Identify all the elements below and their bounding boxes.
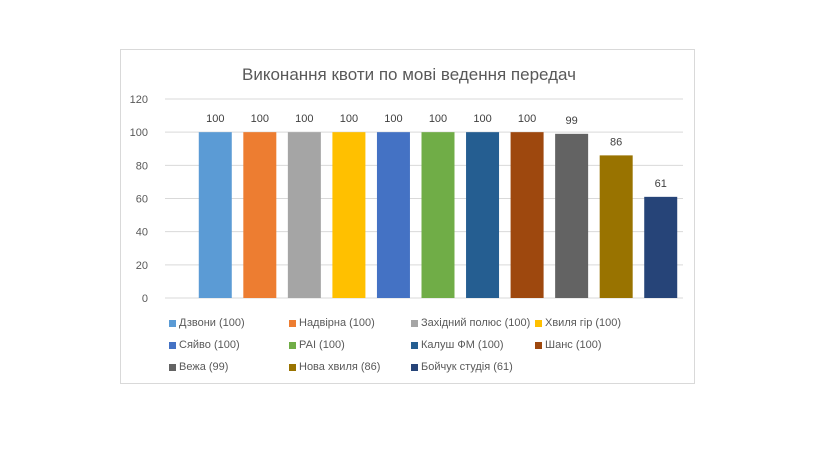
- y-tick-label: 40: [136, 227, 148, 239]
- bar: [599, 155, 633, 298]
- bar: [466, 132, 500, 298]
- data-label: 100: [340, 113, 358, 125]
- bar: [421, 132, 455, 298]
- legend-swatch: [169, 341, 176, 349]
- legend-item: Вежа (99): [169, 361, 228, 373]
- data-labels: 100 100 100 100 100 100 100 100 99 86 61: [206, 113, 667, 190]
- legend-swatch: [535, 341, 542, 349]
- y-tick-label: 20: [136, 260, 148, 272]
- data-label: 100: [473, 113, 491, 125]
- bar-chart: Виконання квоти по мові ведення передач …: [130, 65, 683, 305]
- legend-label: Шанс (100): [545, 339, 602, 351]
- data-label: 61: [655, 178, 667, 190]
- y-tick-label: 120: [130, 94, 148, 106]
- legend-label: Західний полюс (100): [421, 317, 531, 329]
- legend-swatch: [289, 319, 296, 327]
- y-tick-label: 100: [130, 127, 148, 139]
- legend-label: Надвірна (100): [299, 317, 375, 329]
- bar: [198, 132, 232, 298]
- legend-item: Бойчук студія (61): [411, 361, 513, 373]
- legend-item: Шанс (100): [535, 339, 602, 351]
- legend-swatch: [535, 319, 542, 327]
- bar: [243, 132, 277, 298]
- bar: [510, 132, 544, 298]
- bar: [644, 196, 678, 298]
- bar: [376, 132, 410, 298]
- legend-item: Нова хвиля (86): [289, 361, 380, 373]
- legend-label: Дзвони (100): [179, 317, 245, 329]
- legend-label: Бойчук студія (61): [421, 361, 513, 373]
- legend-item: Надвірна (100): [289, 317, 375, 329]
- chart-area: Виконання квоти по мові ведення передач …: [120, 49, 695, 384]
- legend-swatch: [169, 363, 176, 371]
- legend-swatch: [411, 363, 418, 371]
- legend-swatch: [289, 363, 296, 371]
- data-label: 86: [610, 136, 622, 148]
- legend-label: Хвиля гір (100): [545, 317, 622, 329]
- bar: [555, 133, 589, 298]
- bars: [198, 132, 678, 298]
- legend-label: Калуш ФМ (100): [421, 339, 504, 351]
- legend-item: Сяйво (100): [169, 339, 240, 351]
- legend-item: Західний полюс (100): [411, 317, 530, 329]
- legend-label: Сяйво (100): [179, 339, 240, 351]
- data-label: 100: [429, 113, 447, 125]
- legend-swatch: [411, 319, 418, 327]
- legend-label: Вежа (99): [179, 361, 229, 373]
- legend-item: РАІ (100): [289, 339, 345, 351]
- chart-title: Виконання квоти по мові ведення передач: [242, 65, 576, 84]
- y-tick-label: 0: [142, 293, 148, 305]
- y-axis-ticks: 0 20 40 60 80 100 120: [130, 94, 148, 305]
- legend-label: Нова хвиля (86): [299, 361, 381, 373]
- bar: [287, 132, 321, 298]
- y-tick-label: 60: [136, 194, 148, 206]
- data-label: 100: [518, 113, 536, 125]
- legend-item: Калуш ФМ (100): [411, 339, 504, 351]
- legend-swatch: [289, 341, 296, 349]
- bar: [332, 132, 366, 298]
- legend-item: Хвиля гір (100): [535, 317, 621, 329]
- data-label: 100: [295, 113, 313, 125]
- y-tick-label: 80: [136, 160, 148, 172]
- data-label: 99: [566, 115, 578, 127]
- legend-item: Дзвони (100): [169, 317, 245, 329]
- legend-label: РАІ (100): [299, 339, 345, 351]
- data-label: 100: [251, 113, 269, 125]
- data-label: 100: [384, 113, 402, 125]
- legend-swatch: [169, 319, 176, 327]
- data-label: 100: [206, 113, 224, 125]
- legend-swatch: [411, 341, 418, 349]
